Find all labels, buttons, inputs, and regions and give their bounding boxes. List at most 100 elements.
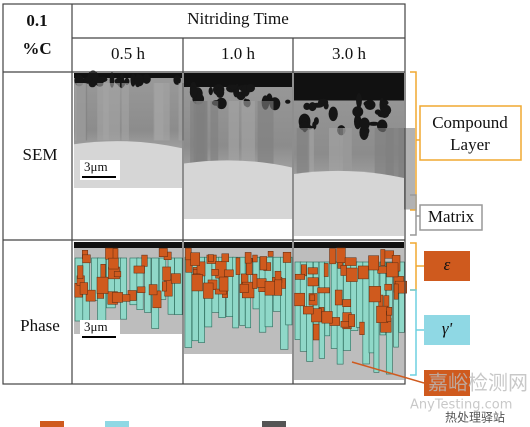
scale-bar-label: 3μm xyxy=(84,319,108,334)
row-label: Phase xyxy=(20,316,60,335)
micrograph-detail xyxy=(74,73,182,78)
micrograph-detail xyxy=(82,254,91,264)
micrograph-detail xyxy=(312,323,320,341)
label-box xyxy=(419,105,522,161)
micrograph-detail xyxy=(184,242,292,248)
micrograph-detail xyxy=(74,83,86,141)
micrograph-detail xyxy=(97,83,109,141)
micrograph-detail xyxy=(393,283,399,300)
micrograph-detail xyxy=(356,92,362,109)
micrograph-detail xyxy=(228,101,239,174)
micrograph-detail xyxy=(353,114,362,130)
legend-fragment xyxy=(105,421,129,427)
micrograph-detail xyxy=(120,257,128,320)
bracket xyxy=(410,289,424,376)
micrograph-detail xyxy=(121,83,129,141)
micrograph-detail xyxy=(307,267,318,275)
micrograph-detail xyxy=(108,257,119,270)
micrograph-detail xyxy=(174,257,183,315)
micrograph-detail xyxy=(323,263,329,277)
micrograph-detail xyxy=(133,265,145,274)
micrograph-detail xyxy=(224,269,234,277)
micrograph-detail xyxy=(342,299,352,307)
micrograph-detail xyxy=(328,128,340,210)
micrograph-detail xyxy=(321,311,333,324)
micrograph-detail xyxy=(148,284,158,296)
annotation: γ' xyxy=(442,319,453,338)
corner-label: 0.1 xyxy=(26,11,47,30)
pointer xyxy=(351,361,425,384)
micrograph-detail xyxy=(294,273,306,280)
micrograph-detail xyxy=(309,294,315,301)
micrograph-detail xyxy=(294,73,404,101)
micrograph-detail xyxy=(257,101,274,174)
micrograph-detail xyxy=(329,248,336,265)
micrograph-detail xyxy=(294,242,404,248)
micrograph-detail xyxy=(210,101,219,174)
micrograph-detail xyxy=(161,281,167,292)
images xyxy=(74,70,416,380)
micrograph-detail xyxy=(345,267,358,282)
micrograph-detail xyxy=(285,99,291,104)
micrograph-detail xyxy=(312,121,317,130)
micrograph-detail xyxy=(189,86,198,99)
micrograph-detail xyxy=(348,314,356,327)
micrograph-detail xyxy=(264,280,276,296)
micrograph-detail xyxy=(79,282,88,295)
micrograph-detail xyxy=(311,308,322,323)
scale-bar-box xyxy=(80,320,120,340)
watermark: 热处理驿站 xyxy=(445,411,505,425)
micrograph-detail xyxy=(211,269,219,276)
micrograph-detail xyxy=(241,101,255,174)
micrograph-detail xyxy=(285,256,293,326)
row-label: SEM xyxy=(23,145,58,164)
legend-fragment xyxy=(262,421,286,427)
micrograph-detail xyxy=(376,305,389,323)
legend-swatch xyxy=(424,370,470,396)
scale-bar-label: 3μm xyxy=(84,159,108,174)
micrograph-detail xyxy=(336,247,346,263)
micrograph-detail xyxy=(111,292,123,303)
micrograph-detail xyxy=(368,255,379,271)
micrograph-detail xyxy=(96,276,109,294)
micrograph-detail xyxy=(142,74,151,84)
micrograph-detail xyxy=(368,286,381,303)
micrograph-detail xyxy=(334,289,343,306)
micrograph-detail xyxy=(184,160,292,219)
micrograph-detail xyxy=(274,279,283,296)
micrograph-detail xyxy=(380,249,386,266)
micrograph-detail xyxy=(85,289,96,302)
watermark: 嘉峪检测网 xyxy=(428,371,528,395)
micrograph-detail xyxy=(153,83,164,141)
micrograph-detail xyxy=(173,74,181,85)
micrograph-detail xyxy=(308,102,317,112)
micrograph-detail xyxy=(323,101,329,110)
micrograph-detail xyxy=(252,273,258,289)
micrograph-detail xyxy=(203,282,214,299)
legend-swatch xyxy=(424,315,470,345)
micrograph-detail xyxy=(208,86,213,96)
micrograph-detail xyxy=(267,251,274,257)
micrograph-detail xyxy=(113,271,122,278)
column-header: 0.5 h xyxy=(111,44,146,63)
micrograph-detail xyxy=(229,84,238,90)
legend-swatch xyxy=(424,251,470,281)
micrograph-detail xyxy=(141,254,148,267)
micrograph-detail xyxy=(294,292,305,307)
micrograph-detail xyxy=(137,286,146,293)
micrograph-detail xyxy=(235,257,241,275)
annotation: ε xyxy=(444,255,451,274)
micrograph-detail xyxy=(232,256,239,329)
micrograph-detail xyxy=(191,274,203,292)
legend-fragment xyxy=(40,421,64,427)
micrograph-detail xyxy=(344,257,357,266)
micrograph-detail xyxy=(386,307,393,316)
micrograph-detail xyxy=(162,266,171,281)
micrograph-detail xyxy=(381,100,389,106)
micrograph-detail xyxy=(282,251,292,263)
micrograph-detail xyxy=(317,287,330,294)
micrograph-detail xyxy=(130,73,136,87)
annotation: Compound Layer xyxy=(432,113,508,154)
micrograph-detail xyxy=(328,106,338,122)
micrograph-detail xyxy=(294,170,404,236)
